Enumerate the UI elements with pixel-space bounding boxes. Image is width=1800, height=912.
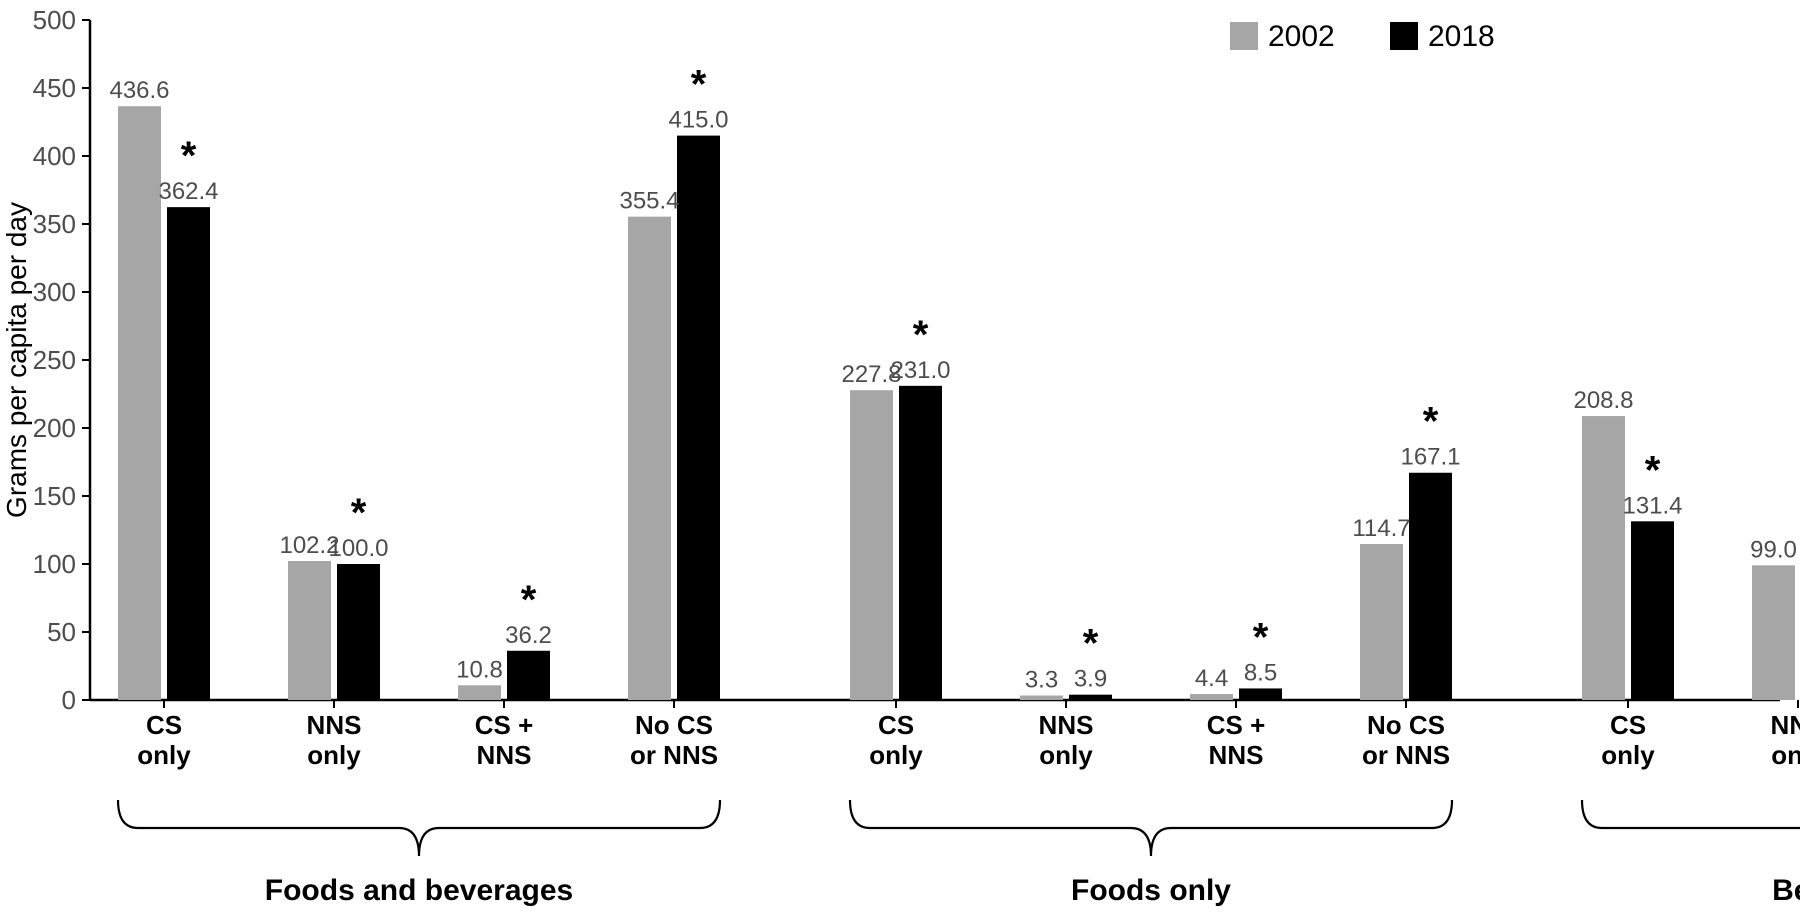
x-tick-label: CSonly — [869, 710, 923, 770]
section-brace — [118, 800, 720, 856]
y-tick-label: 200 — [33, 413, 76, 443]
value-label: 8.5 — [1244, 659, 1277, 686]
value-label: 355.4 — [619, 188, 679, 215]
bar-2018 — [677, 136, 720, 700]
bar-2002 — [288, 561, 331, 700]
bar-2002 — [1020, 696, 1063, 700]
y-tick-label: 400 — [33, 141, 76, 171]
bar-2018 — [1069, 695, 1112, 700]
value-label: 99.0 — [1750, 536, 1797, 563]
y-tick-label: 0 — [62, 685, 76, 715]
bar-2018 — [337, 564, 380, 700]
y-tick-label: 250 — [33, 345, 76, 375]
section-title: Foods and beverages — [265, 874, 573, 907]
y-tick-label: 500 — [33, 5, 76, 35]
significance-asterisk: * — [521, 578, 537, 622]
x-tick-label: CSonly — [137, 710, 191, 770]
section-title: Foods only — [1071, 874, 1231, 907]
x-tick-label: NNSonly — [307, 710, 362, 770]
x-tick-label: No CSor NNS — [1362, 710, 1450, 770]
legend-swatch — [1230, 22, 1258, 50]
section-title: Beverages only — [1772, 874, 1800, 907]
value-label: 415.0 — [668, 107, 728, 134]
value-label: 231.0 — [890, 357, 950, 384]
x-tick-label: CSonly — [1601, 710, 1655, 770]
y-tick-label: 50 — [47, 617, 76, 647]
y-tick-label: 350 — [33, 209, 76, 239]
legend-label: 2018 — [1428, 20, 1495, 53]
value-label: 100.0 — [328, 535, 388, 562]
bar-2018 — [899, 386, 942, 700]
value-label: 114.7 — [1352, 515, 1410, 542]
x-tick-label: No CSor NNS — [630, 710, 718, 770]
x-tick-label: NNSonly — [1771, 710, 1800, 770]
value-label: 436.6 — [109, 77, 169, 104]
bar-2002 — [458, 685, 501, 700]
value-label: 362.4 — [158, 178, 218, 205]
value-label: 4.4 — [1195, 665, 1228, 692]
significance-asterisk: * — [1083, 622, 1099, 666]
legend-label: 2002 — [1268, 20, 1335, 53]
x-tick-label: CS +NNS — [475, 710, 534, 770]
value-label: 208.8 — [1573, 387, 1633, 414]
y-tick-label: 100 — [33, 549, 76, 579]
significance-asterisk: * — [1645, 448, 1661, 492]
bar-2018 — [507, 651, 550, 700]
x-tick-label: NNSonly — [1039, 710, 1094, 770]
y-tick-label: 300 — [33, 277, 76, 307]
value-label: 3.3 — [1025, 667, 1058, 694]
bar-2018 — [167, 207, 210, 700]
significance-asterisk: * — [913, 313, 929, 357]
bar-2018 — [1409, 473, 1452, 700]
significance-asterisk: * — [351, 491, 367, 535]
significance-asterisk: * — [1253, 615, 1269, 659]
bar-2002 — [1582, 416, 1625, 700]
bar-chart: 0 50 100 150 200 250 300 350 400 450 500 Grams per … — [0, 0, 1800, 912]
y-axis-label: Grams per capita per day — [1, 202, 32, 518]
bar-2018 — [1631, 521, 1674, 700]
value-label: 36.2 — [505, 622, 552, 649]
bar-2002 — [628, 217, 671, 700]
y-tick-label: 450 — [33, 73, 76, 103]
x-tick-label: CS +NNS — [1207, 710, 1266, 770]
value-label: 167.1 — [1400, 444, 1460, 471]
value-label: 3.9 — [1074, 666, 1107, 693]
bar-2002 — [1360, 544, 1403, 700]
legend-swatch — [1390, 22, 1418, 50]
chart-container: 0 50 100 150 200 250 300 350 400 450 500 Grams per … — [0, 0, 1800, 912]
significance-asterisk: * — [691, 63, 707, 107]
bar-2002 — [1752, 565, 1795, 700]
bar-2002 — [850, 390, 893, 700]
section-brace — [1582, 800, 1800, 856]
y-tick-label: 150 — [33, 481, 76, 511]
section-brace — [850, 800, 1452, 856]
bar-2002 — [118, 106, 161, 700]
bar-2002 — [1190, 694, 1233, 700]
significance-asterisk: * — [181, 134, 197, 178]
value-label: 10.8 — [456, 656, 503, 683]
bar-2018 — [1239, 688, 1282, 700]
significance-asterisk: * — [1423, 400, 1439, 444]
value-label: 131.4 — [1622, 492, 1682, 519]
